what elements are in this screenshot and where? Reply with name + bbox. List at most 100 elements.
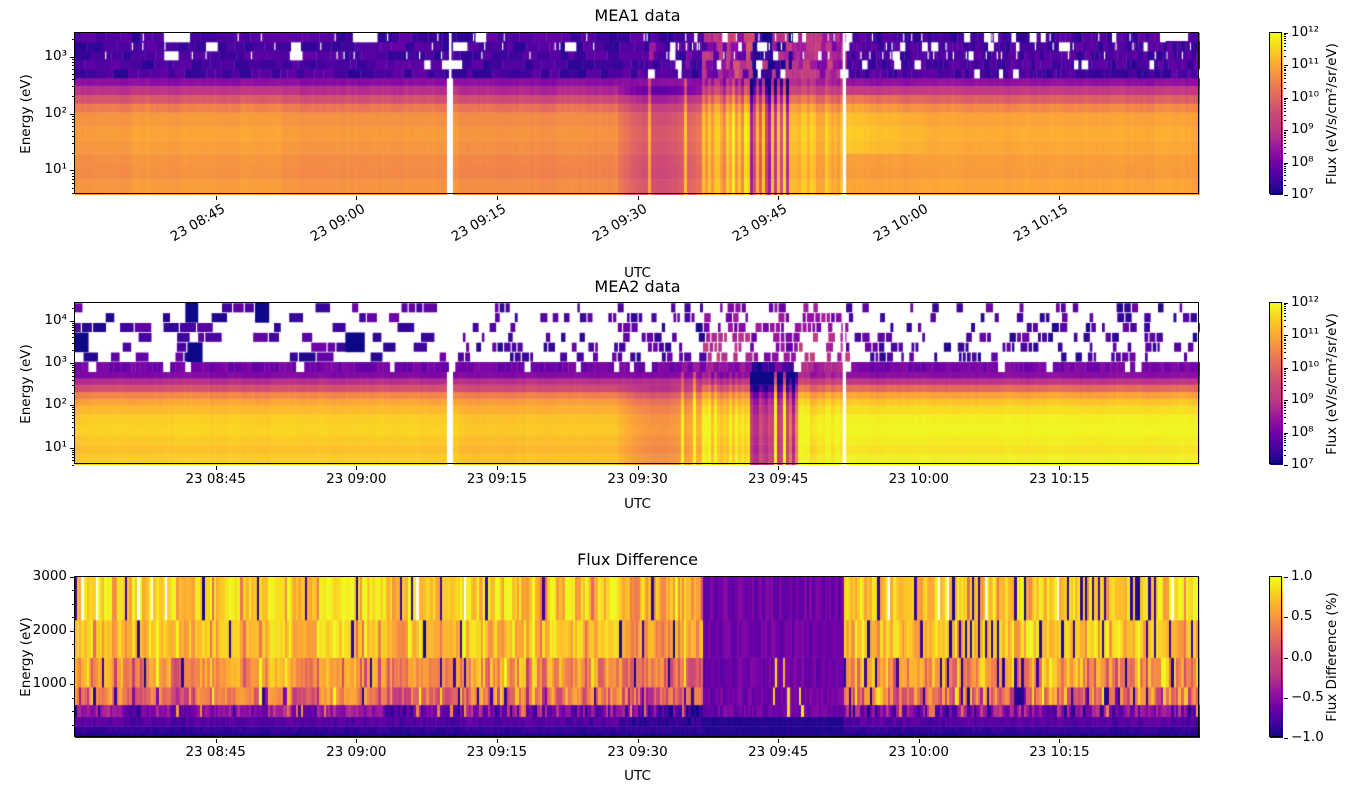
y-minor-tick [72, 337, 74, 339]
colorbar-tick-label: 10¹¹ [1291, 56, 1320, 73]
y-minor-tick [72, 367, 74, 369]
colorbar-minor-tick [1284, 139, 1286, 141]
y-minor-tick [72, 59, 74, 61]
colorbar-minor-tick [1284, 372, 1286, 374]
x-tick [1059, 196, 1061, 200]
colorbar-minor-tick [1284, 437, 1286, 439]
y-minor-tick [72, 369, 74, 371]
colorbar-minor-tick [1284, 370, 1286, 372]
mea1-colorbar [1270, 33, 1283, 195]
colorbar-minor-tick [1284, 422, 1286, 424]
colorbar-minor-tick [1284, 348, 1286, 350]
colorbar-minor-tick [1284, 88, 1286, 90]
colorbar-minor-tick [1284, 449, 1286, 451]
x-tick [496, 739, 498, 743]
fluxdiff-heatmap [75, 577, 1200, 738]
y-minor-tick [72, 617, 74, 619]
y-minor-tick [72, 657, 74, 659]
y-tick-label: 3000 [32, 568, 67, 584]
colorbar-tick [1284, 335, 1288, 337]
y-tick [70, 362, 74, 364]
colorbar-minor-tick [1284, 104, 1286, 106]
y-tick-label: 10² [44, 104, 67, 121]
x-tick-label: 23 09:00 [326, 471, 387, 487]
colorbar-tick-label: 10¹² [1291, 24, 1320, 40]
x-tick-label: 23 09:45 [747, 471, 809, 487]
colorbar-minor-tick [1284, 55, 1286, 57]
colorbar-minor-tick [1284, 147, 1286, 149]
y-minor-tick [72, 153, 74, 155]
colorbar-minor-tick [1284, 338, 1286, 340]
y-minor-tick [72, 333, 74, 335]
x-tick-label: 23 09:30 [607, 471, 668, 487]
colorbar-tick-label: 10¹² [1291, 294, 1320, 310]
colorbar-minor-tick [1284, 340, 1286, 342]
x-tick [778, 466, 780, 470]
colorbar-tick [1284, 195, 1288, 196]
y-minor-tick [72, 460, 74, 462]
x-tick [778, 739, 780, 743]
colorbar-minor-tick [1284, 308, 1286, 310]
colorbar-minor-tick [1284, 45, 1286, 47]
colorbar-minor-tick [1284, 310, 1286, 312]
colorbar-minor-tick [1284, 439, 1286, 441]
colorbar-minor-tick [1284, 325, 1286, 327]
fluxdiff-title: Flux Difference [577, 550, 698, 569]
mea2-colorbar-label: Flux (eV/s/cm²/sr/eV) [1324, 313, 1340, 455]
colorbar-minor-tick [1284, 102, 1286, 104]
colorbar-tick-label: 10⁸ [1291, 423, 1314, 440]
x-tick-label: 23 10:00 [888, 744, 949, 760]
y-minor-tick [72, 711, 74, 713]
y-minor-tick [72, 62, 74, 64]
colorbar-minor-tick [1284, 336, 1286, 338]
y-minor-tick [72, 73, 74, 75]
y-tick-label: 10¹ [44, 438, 67, 455]
y-minor-tick [72, 86, 74, 88]
y-minor-tick [72, 644, 74, 646]
colorbar-minor-tick [1284, 442, 1286, 444]
x-tick [1059, 739, 1061, 743]
x-tick-label: 23 10:00 [888, 471, 949, 487]
y-minor-tick [72, 179, 74, 181]
colorbar-minor-tick [1284, 374, 1286, 376]
y-minor-tick [72, 451, 74, 453]
colorbar-minor-tick [1284, 312, 1286, 314]
colorbar-minor-tick [1284, 167, 1286, 169]
colorbar-minor-tick [1284, 345, 1286, 347]
colorbar-tick-label: 10¹⁰ [1291, 88, 1320, 105]
x-tick-label: 23 08:45 [185, 744, 246, 760]
mea2-heatmap [75, 303, 1200, 465]
x-tick [778, 196, 780, 200]
x-tick [356, 466, 358, 470]
mea2-title: MEA2 data [594, 277, 681, 296]
colorbar-minor-tick [1284, 369, 1286, 371]
colorbar-tick [1284, 367, 1288, 369]
x-tick-label: 23 09:00 [326, 744, 387, 760]
y-minor-tick [72, 375, 74, 377]
colorbar-tick [1284, 400, 1288, 402]
y-minor-tick [72, 697, 74, 699]
y-tick [70, 630, 74, 632]
y-minor-tick [72, 418, 74, 420]
y-minor-tick [72, 143, 74, 145]
colorbar-minor-tick [1284, 135, 1286, 137]
x-tick-label: 23 09:15 [466, 744, 528, 760]
y-minor-tick [72, 350, 74, 352]
colorbar-minor-tick [1284, 306, 1286, 308]
y-minor-tick [72, 385, 74, 387]
x-tick-label: 23 09:45 [747, 744, 809, 760]
colorbar-tick-label: 10¹¹ [1291, 326, 1320, 343]
colorbar-tick [1284, 162, 1288, 164]
colorbar-minor-tick [1284, 435, 1286, 437]
colorbar-minor-tick [1284, 137, 1286, 139]
colorbar-minor-tick [1284, 70, 1286, 72]
colorbar-minor-tick [1284, 185, 1286, 187]
mea1-colorbar-label: Flux (eV/s/cm²/sr/eV) [1324, 43, 1340, 185]
colorbar-minor-tick [1284, 352, 1286, 354]
y-minor-tick [72, 454, 74, 456]
y-minor-tick [72, 379, 74, 381]
colorbar-minor-tick [1284, 417, 1286, 419]
colorbar-tick [1284, 617, 1288, 619]
colorbar-tick [1284, 97, 1288, 99]
